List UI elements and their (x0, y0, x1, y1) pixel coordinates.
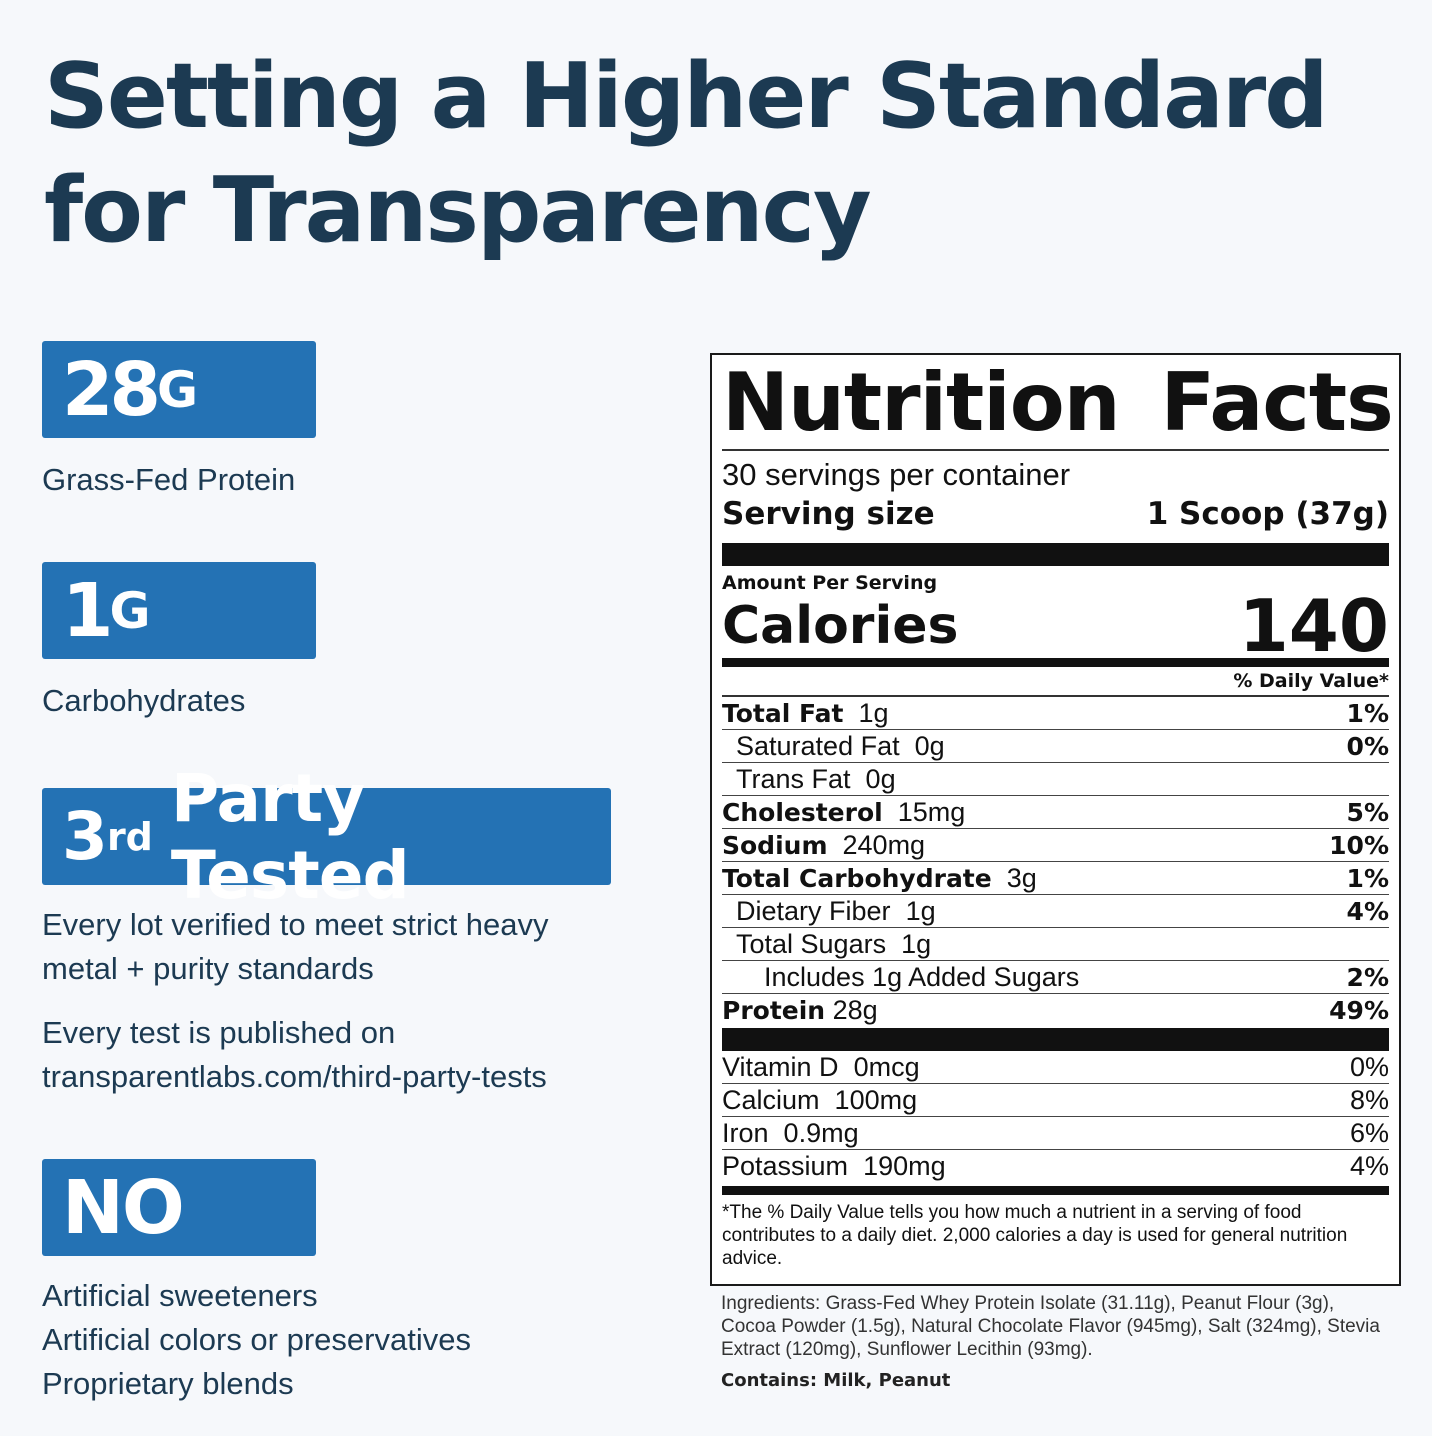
ingredients-text: Ingredients: Grass-Fed Whey Protein Isol… (721, 1293, 1380, 1360)
vitamin-percent: 6% (1349, 1117, 1389, 1148)
divider-thick (722, 1028, 1389, 1051)
nutrient-amount: 3g (1006, 862, 1037, 893)
serving-size-value: 1 Scoop (37g) (1146, 496, 1389, 532)
nutrient-percent: 4% (1346, 896, 1389, 926)
vitamin-amount: 190mg (863, 1150, 946, 1181)
nutrient-amount: 1g (858, 697, 889, 728)
nutrient-percent: 0% (1346, 731, 1389, 761)
divider-medium (722, 1186, 1389, 1195)
protein-label: Grass-Fed Protein (42, 462, 296, 497)
serving-size-label: Serving size (722, 496, 935, 532)
nutrient-percent: 2% (1346, 962, 1389, 992)
vitamin-percent: 0% (1349, 1051, 1389, 1082)
vitamin-percent: 4% (1349, 1150, 1389, 1181)
nutrient-percent: 49% (1329, 995, 1389, 1025)
nutrient-name: Includes 1g Added Sugars (764, 961, 1080, 992)
nutrient-row: Sodium 240mg 10% (722, 829, 1389, 862)
nutrient-name: Sodium (722, 830, 828, 860)
nutrition-title: Nutrition Facts (722, 356, 1394, 451)
vitamin-row: Iron 0.9mg 6% (722, 1117, 1389, 1150)
calories-value: 140 (1238, 584, 1389, 668)
headline-line-2: for Transparency (44, 158, 872, 263)
headline-line-1: Setting a Higher Standard (44, 44, 1329, 149)
nutrient-percent: 10% (1329, 830, 1389, 860)
published-line-1: Every test is published on (42, 1015, 396, 1050)
divider-medium (722, 658, 1389, 667)
amount-per-serving: Amount Per Serving (722, 572, 938, 594)
vitamin-row: Calcium 100mg 8% (722, 1084, 1389, 1117)
nutrient-name: Total Carbohydrate (722, 863, 992, 893)
third-party-sup: rd (106, 814, 153, 859)
third-party-text: Party Tested (170, 759, 410, 914)
allergen-statement: Contains: Milk, Peanut (721, 1370, 951, 1391)
protein-badge: 28 G (42, 341, 316, 438)
third-party-prefix: 3 (62, 798, 108, 875)
vitamin-row: Potassium 190mg 4% (722, 1150, 1389, 1182)
vitamin-percent: 8% (1349, 1084, 1389, 1115)
vitamin-name: Potassium (722, 1150, 849, 1181)
nutrient-amount: 15mg (897, 796, 966, 827)
carbs-label: Carbohydrates (42, 683, 246, 718)
vitamin-name: Vitamin D (722, 1051, 839, 1082)
third-party-description: Every lot verified to meet strict heavy … (42, 903, 549, 991)
vitamin-amount: 100mg (834, 1084, 918, 1115)
nutrient-name: Saturated Fat (736, 730, 900, 761)
calories-label: Calories (722, 596, 959, 656)
published-link[interactable]: transparentlabs.com/third-party-tests (42, 1059, 547, 1094)
nutrient-amount: 0g (865, 763, 896, 794)
carbs-value: 1 (62, 567, 113, 654)
daily-value-footnote: *The % Daily Value tells you how much a … (722, 1202, 1348, 1269)
nutrient-row: Protein 28g 49% (722, 994, 1389, 1026)
no-item: Artificial sweeteners (42, 1278, 318, 1313)
nutrient-name: Protein (722, 995, 826, 1025)
no-text: NO (62, 1164, 185, 1251)
nutrient-row: Trans Fat 0g (722, 763, 1389, 796)
nutrient-percent: 1% (1346, 863, 1389, 893)
protein-value: 28 (62, 346, 161, 433)
carbs-unit: G (109, 581, 151, 640)
servings-per-container: 30 servings per container (722, 457, 1071, 492)
no-list: Artificial sweeteners Artificial colors … (42, 1274, 471, 1406)
serving-size-row: Serving size 1 Scoop (37g) (722, 495, 1389, 533)
vitamin-amount: 0.9mg (783, 1117, 859, 1148)
nutrient-amount: 240mg (842, 829, 926, 860)
nutrient-name: Dietary Fiber (736, 895, 891, 926)
nutrient-name: Cholesterol (722, 797, 883, 827)
nutrient-row: Cholesterol 15mg 5% (722, 796, 1389, 829)
nutrient-name: Trans Fat (736, 763, 851, 794)
no-item: Artificial colors or preservatives (42, 1322, 471, 1357)
nutrient-amount: 1g (905, 895, 936, 926)
no-badge: NO (42, 1159, 316, 1256)
no-item: Proprietary blends (42, 1366, 294, 1401)
nutrient-amount: 1g (901, 928, 932, 959)
published-note: Every test is published on transparentla… (42, 1011, 547, 1099)
protein-unit: G (156, 360, 199, 419)
calories-row: Calories 140 (722, 584, 1389, 668)
daily-value-header: % Daily Value* (722, 667, 1389, 697)
vitamin-name: Iron (722, 1117, 769, 1148)
headline: Setting a Higher Standard for Transparen… (44, 40, 1329, 268)
nutrient-amount: 0g (914, 730, 945, 761)
third-party-desc-line-1: Every lot verified to meet strict heavy (42, 907, 549, 942)
nutrient-percent: 1% (1346, 698, 1389, 728)
nutrient-row: Includes 1g Added Sugars 2% (722, 961, 1389, 994)
vitamin-row: Vitamin D 0mcg 0% (722, 1051, 1389, 1084)
nutrient-name: Total Sugars (736, 928, 887, 959)
nutrient-amount: 28g (832, 994, 878, 1025)
divider-thick (722, 543, 1389, 566)
nutrient-row: Total Carbohydrate 3g 1% (722, 862, 1389, 895)
nutrient-row: Total Sugars 1g (722, 928, 1389, 961)
vitamin-amount: 0mcg (853, 1051, 920, 1082)
nutrient-row: Dietary Fiber 1g 4% (722, 895, 1389, 928)
nutrient-percent: 5% (1346, 797, 1389, 827)
nutrient-name: Total Fat (722, 698, 844, 728)
nutrient-row: Saturated Fat 0g 0% (722, 730, 1389, 763)
vitamin-name: Calcium (722, 1084, 820, 1115)
nutrient-row: Total Fat 1g 1% (722, 697, 1389, 730)
third-party-desc-line-2: metal + purity standards (42, 951, 374, 986)
nutrition-facts-panel: Nutrition Facts 30 servings per containe… (710, 353, 1401, 1286)
